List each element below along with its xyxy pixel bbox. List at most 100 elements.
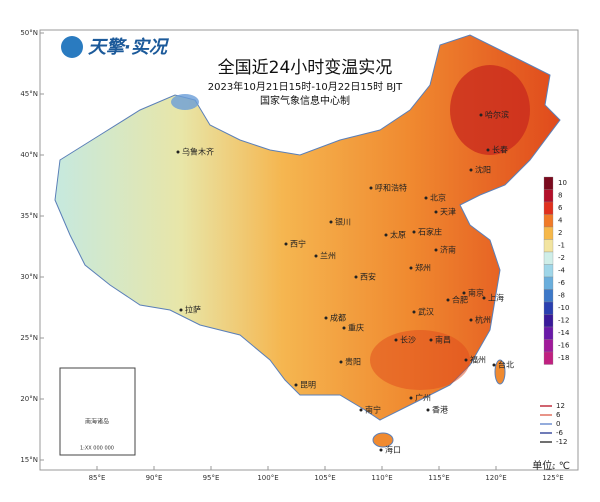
inset-scale: 1:XX 000 000: [80, 446, 114, 452]
city-label: 福州: [470, 356, 486, 365]
inset-label: 南海诸岛: [85, 418, 109, 426]
city-label: 南昌: [435, 335, 451, 345]
city-dot: [446, 298, 450, 302]
city-label: 长春: [492, 145, 508, 155]
lon-label: 90°E: [146, 474, 163, 482]
city-dot: [354, 275, 358, 279]
city-label: 重庆: [348, 323, 364, 333]
hainan: [372, 432, 394, 448]
city-label: 呼和浩特: [375, 183, 407, 193]
lat-label: 50°N: [20, 29, 38, 37]
color-swatch: [543, 176, 554, 190]
city-dot: [329, 220, 333, 224]
city-dot: [464, 358, 468, 362]
city-label: 杭州: [475, 315, 491, 325]
city-label: 郑州: [415, 263, 431, 273]
city-label: 乌鲁木齐: [182, 147, 214, 157]
city-label: 南京: [468, 288, 484, 298]
city-dot: [462, 291, 466, 295]
city-dot: [412, 310, 416, 314]
city-label: 成都: [330, 313, 346, 323]
city-dot: [479, 113, 483, 117]
city-label: 济南: [440, 245, 456, 255]
city-label: 广州: [415, 393, 431, 403]
city-dot: [434, 210, 438, 214]
contour-label: -12: [556, 438, 567, 446]
lon-label: 105°E: [314, 474, 335, 482]
color-label: 6: [558, 204, 563, 212]
color-swatch: [543, 276, 554, 290]
city-dot: [394, 338, 398, 342]
color-label: -10: [558, 304, 569, 312]
city-label: 北京: [430, 193, 446, 203]
logo: 天擎·实况: [88, 37, 170, 58]
lon-label: 125°E: [542, 474, 563, 482]
city-dot: [324, 316, 328, 320]
color-label: 10: [558, 179, 567, 187]
city-label: 海口: [385, 445, 401, 455]
city-dot: [342, 326, 346, 330]
city-dot: [384, 233, 388, 237]
city-label: 昆明: [300, 381, 316, 390]
city-label: 哈尔滨: [485, 110, 509, 120]
china-outline: [54, 34, 561, 421]
color-label: 4: [558, 217, 563, 225]
color-label: -4: [558, 267, 566, 275]
color-swatch: [543, 189, 554, 203]
warm-area: [370, 330, 470, 390]
city-dot: [409, 396, 413, 400]
lon-label: 100°E: [257, 474, 278, 482]
color-label: 8: [558, 192, 562, 200]
city-dot: [469, 318, 473, 322]
color-swatch: [543, 264, 554, 278]
city-dot: [369, 186, 373, 190]
color-label: -14: [558, 329, 570, 337]
contour-label: 6: [556, 411, 561, 419]
cold-area: [171, 94, 199, 110]
city-label: 银川: [335, 217, 351, 227]
color-label: 2: [558, 229, 562, 237]
subtitle: 2023年10月21日15时-10月22日15时 BJT: [208, 80, 403, 93]
color-swatch: [543, 314, 554, 328]
color-swatch: [543, 214, 554, 228]
lon-label: 120°E: [485, 474, 506, 482]
color-swatch: [543, 239, 554, 253]
city-dot: [486, 148, 490, 152]
city-dot: [379, 448, 383, 452]
warm-area: [450, 65, 530, 155]
color-swatch: [543, 251, 554, 265]
city-dot: [176, 150, 180, 154]
city-dot: [339, 360, 343, 364]
city-label: 西安: [360, 272, 376, 282]
color-swatch: [543, 289, 554, 303]
lon-label: 115°E: [428, 474, 449, 482]
city-dot: [359, 408, 363, 412]
color-swatch: [543, 301, 554, 315]
inset-box: [59, 367, 136, 456]
lat-label: 20°N: [20, 395, 38, 403]
color-swatch: [543, 201, 554, 215]
city-dot: [429, 338, 433, 342]
color-swatch: [543, 339, 554, 353]
city-label: 兰州: [320, 251, 336, 261]
city-dot: [434, 248, 438, 252]
city-dot: [492, 363, 496, 367]
city-dot: [314, 254, 318, 258]
lon-label: 95°E: [203, 474, 220, 482]
color-swatch: [543, 326, 554, 340]
color-label: -18: [558, 354, 569, 362]
city-label: 天津: [440, 207, 456, 217]
city-label: 合肥: [452, 295, 468, 305]
city-dot: [284, 242, 288, 246]
city-label: 太原: [390, 230, 406, 240]
title: 全国近24小时变温实况: [218, 58, 393, 78]
city-dot: [412, 230, 416, 234]
color-label: -2: [558, 254, 565, 262]
logo-icon: [61, 36, 83, 58]
lat-label: 45°N: [20, 90, 38, 98]
city-dot: [469, 168, 473, 172]
city-label: 香港: [432, 405, 448, 415]
lat-label: 30°N: [20, 273, 38, 281]
city-label: 南宁: [365, 405, 381, 415]
